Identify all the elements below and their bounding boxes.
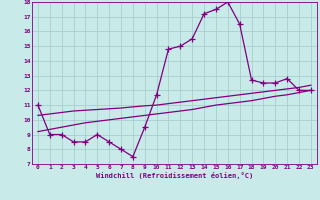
X-axis label: Windchill (Refroidissement éolien,°C): Windchill (Refroidissement éolien,°C)	[96, 172, 253, 179]
